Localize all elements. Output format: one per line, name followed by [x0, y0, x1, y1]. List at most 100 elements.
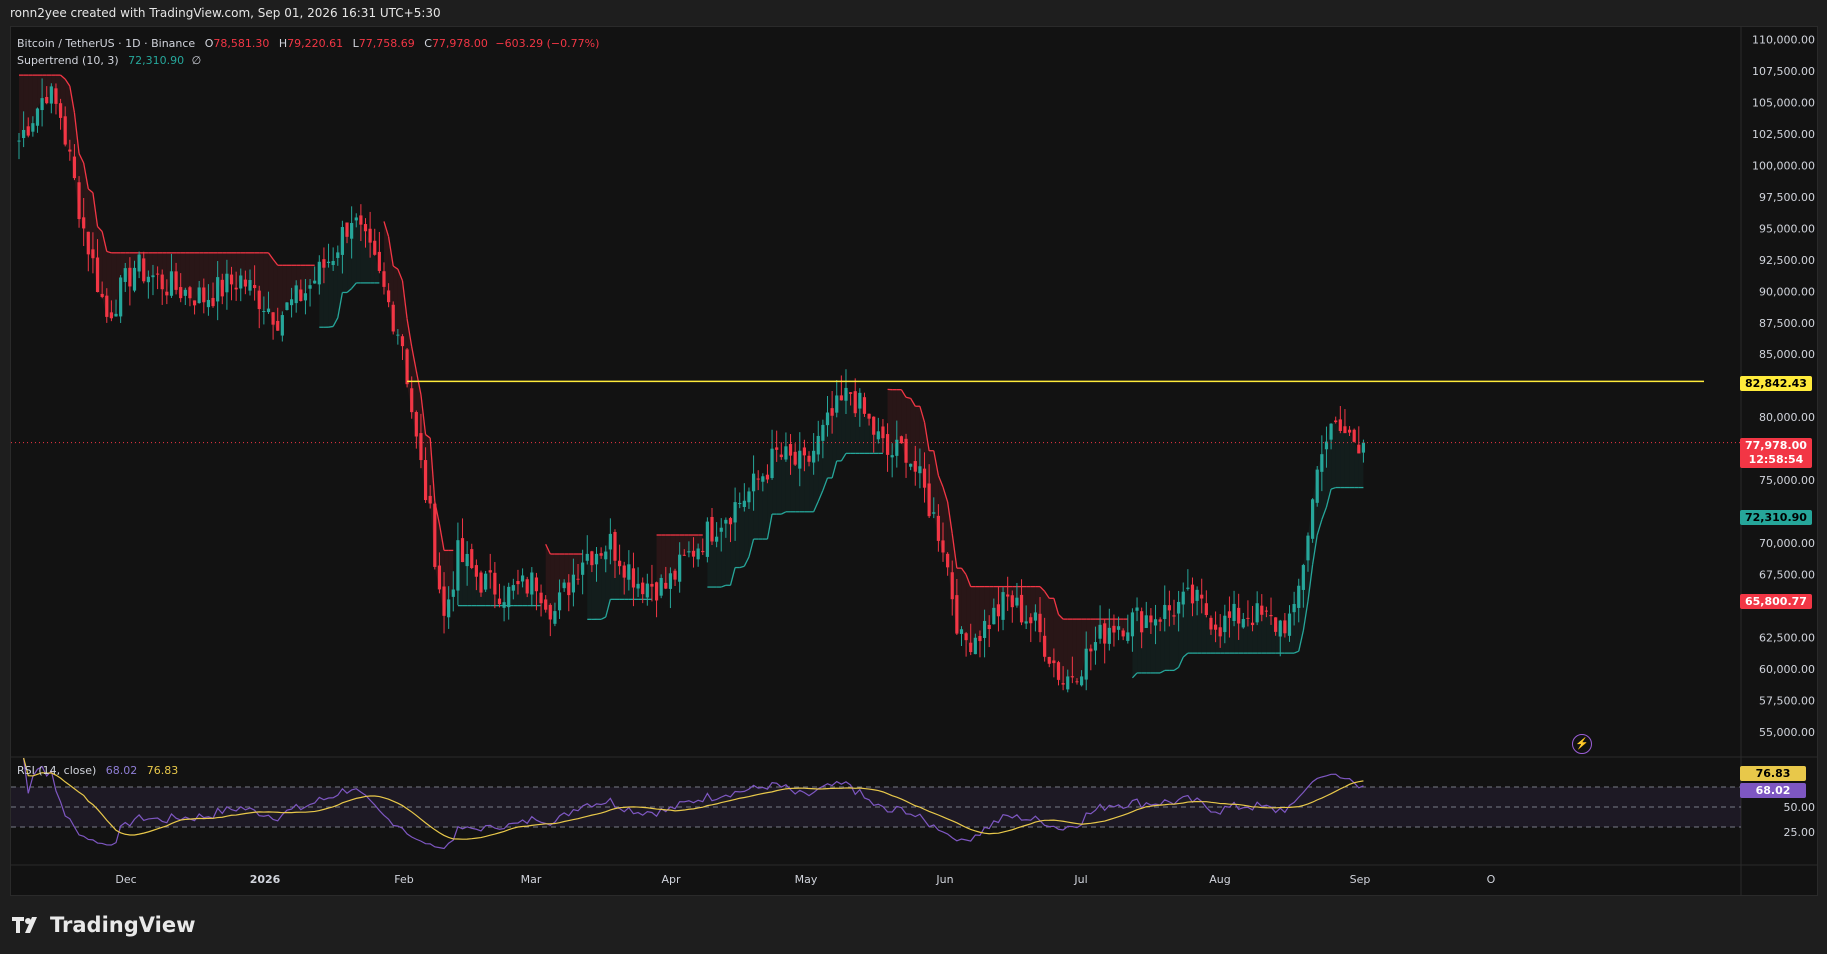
candle-up	[992, 607, 996, 625]
supertrend-up-line	[766, 513, 773, 540]
candle-up	[1001, 592, 1005, 620]
candle-up	[705, 521, 709, 557]
supertrend-fill	[213, 252, 218, 307]
candle-up	[206, 299, 211, 308]
candle-up	[1232, 603, 1236, 621]
supertrend-fill	[522, 575, 528, 606]
supertrend-value: 72,310.90	[128, 54, 185, 67]
supertrend-down-line	[946, 501, 953, 534]
time-tick-label: Sep	[1350, 873, 1371, 886]
candle-up	[645, 583, 649, 598]
candle-down	[631, 568, 636, 588]
rsi-line	[23, 757, 1364, 850]
supertrend-fill	[1344, 432, 1350, 488]
supertrend-fill	[356, 217, 361, 283]
supertrend-fill	[1261, 611, 1267, 654]
supertrend-fill	[180, 252, 186, 299]
candle-down	[969, 642, 973, 653]
chart-area[interactable]: 110,000.00 107,500.00 105,000.00 102,500.00…	[10, 26, 1818, 896]
rsi-label[interactable]: RSI (14, close)	[17, 764, 97, 777]
supertrend-up-line	[346, 287, 353, 293]
candle-down	[109, 312, 113, 319]
candle-down	[1260, 605, 1264, 615]
candle-up	[119, 277, 123, 317]
supertrend-up-line	[328, 325, 334, 328]
candle-down	[54, 88, 58, 104]
candle-down	[1158, 619, 1162, 622]
symbol-name[interactable]: Bitcoin / TetherUS · 1D · Binance	[17, 37, 196, 50]
supertrend-fill	[827, 412, 833, 478]
supertrend-fill	[152, 252, 158, 276]
supertrend-down-line	[1044, 590, 1050, 599]
supertrend-down-line	[965, 574, 972, 587]
candle-up	[770, 448, 774, 479]
candle-down	[414, 412, 418, 437]
supertrend-fill	[1076, 619, 1082, 683]
time-tick-label: Jul	[1073, 873, 1087, 886]
price-chart[interactable]: 110,000.00 107,500.00 105,000.00 102,500.00…	[11, 27, 1817, 895]
price-tick-label: 102,500.00	[1752, 128, 1815, 141]
supertrend-fill	[785, 446, 791, 512]
supertrend-fill	[744, 491, 749, 567]
supertrend-fill	[614, 560, 620, 600]
candle-down	[363, 224, 368, 232]
supertrend-fill	[725, 519, 731, 586]
supertrend-fill	[471, 567, 477, 606]
candle-up	[678, 554, 682, 582]
supertrend-fill	[333, 252, 338, 327]
supertrend-fill	[347, 223, 352, 293]
rsi-tick-label: 50.00	[1784, 801, 1816, 814]
candle-up	[659, 577, 663, 596]
candle-up	[1080, 676, 1084, 686]
candle-down	[1112, 625, 1116, 633]
candle-down	[691, 550, 696, 557]
supertrend-down-line	[937, 475, 944, 488]
rsi-tick-label: 25.00	[1784, 826, 1816, 839]
candle-up	[484, 573, 488, 590]
candle-up	[396, 334, 400, 336]
brand-name: TradingView	[50, 913, 196, 937]
tradingview-logo[interactable]: TradingView	[12, 912, 195, 938]
candle-up	[280, 315, 284, 336]
supertrend-up-line	[721, 584, 727, 588]
candle-up	[1135, 607, 1139, 611]
candle-down	[590, 551, 594, 566]
candle-up	[1301, 565, 1305, 590]
candle-down	[1038, 613, 1042, 633]
candle-up	[183, 289, 187, 296]
candle-up	[1177, 601, 1181, 614]
supertrend-fill	[1067, 619, 1073, 678]
price-tick-label: 55,000.00	[1759, 726, 1815, 739]
supertrend-up-line	[743, 556, 750, 567]
supertrend-fill	[1349, 432, 1355, 488]
supertrend-fill	[1266, 611, 1272, 654]
supertrend-down-line	[425, 434, 431, 439]
candle-up	[562, 582, 566, 589]
supertrend-fill	[578, 554, 583, 580]
supertrend-label[interactable]: Supertrend (10, 3)	[17, 54, 119, 67]
candle-up	[313, 280, 317, 284]
candle-up	[812, 450, 816, 463]
supertrend-extra: ∅	[191, 54, 202, 67]
supertrend-fill	[1247, 617, 1253, 654]
candle-up	[581, 562, 585, 575]
candle-up	[1287, 613, 1292, 636]
candle-down	[1140, 611, 1144, 633]
supertrend-down-line	[60, 74, 66, 80]
candle-down	[460, 538, 465, 563]
supertrend-up-line	[1311, 534, 1318, 565]
supertrend-fill	[1155, 619, 1161, 673]
candle-down	[174, 271, 178, 290]
lightning-icon[interactable]: ⚡	[1572, 734, 1592, 754]
candle-down	[849, 392, 853, 394]
supertrend-up-line	[600, 616, 607, 620]
rsi-ma-line	[23, 757, 1364, 840]
supertrend-fill	[476, 576, 481, 606]
candle-down	[382, 271, 386, 287]
candle-up	[1241, 618, 1245, 628]
candle-up	[1311, 499, 1315, 539]
supertrend-down-line	[1053, 598, 1060, 615]
supertrend-fill	[305, 265, 311, 294]
price-tick-label: 107,500.00	[1752, 65, 1815, 78]
supertrend-up-line	[748, 538, 755, 558]
